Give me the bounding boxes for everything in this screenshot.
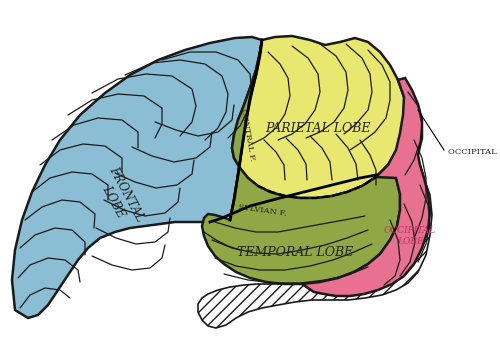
Polygon shape bbox=[198, 165, 432, 328]
Text: SYLVIAN F.: SYLVIAN F. bbox=[238, 203, 286, 218]
Text: OCCIPITAL
LOBE: OCCIPITAL LOBE bbox=[384, 226, 436, 246]
Text: PARIETAL LOBE: PARIETAL LOBE bbox=[265, 121, 371, 134]
Text: TEMPORAL LOBE: TEMPORAL LOBE bbox=[237, 245, 353, 259]
Polygon shape bbox=[302, 78, 430, 296]
Text: OCCIPITAL F.: OCCIPITAL F. bbox=[448, 148, 500, 156]
Text: FRONTAL
LOBE: FRONTAL LOBE bbox=[94, 165, 146, 231]
Polygon shape bbox=[202, 40, 400, 284]
Polygon shape bbox=[12, 37, 262, 318]
Polygon shape bbox=[232, 36, 406, 198]
Text: CENTRAL F.: CENTRAL F. bbox=[240, 108, 256, 162]
